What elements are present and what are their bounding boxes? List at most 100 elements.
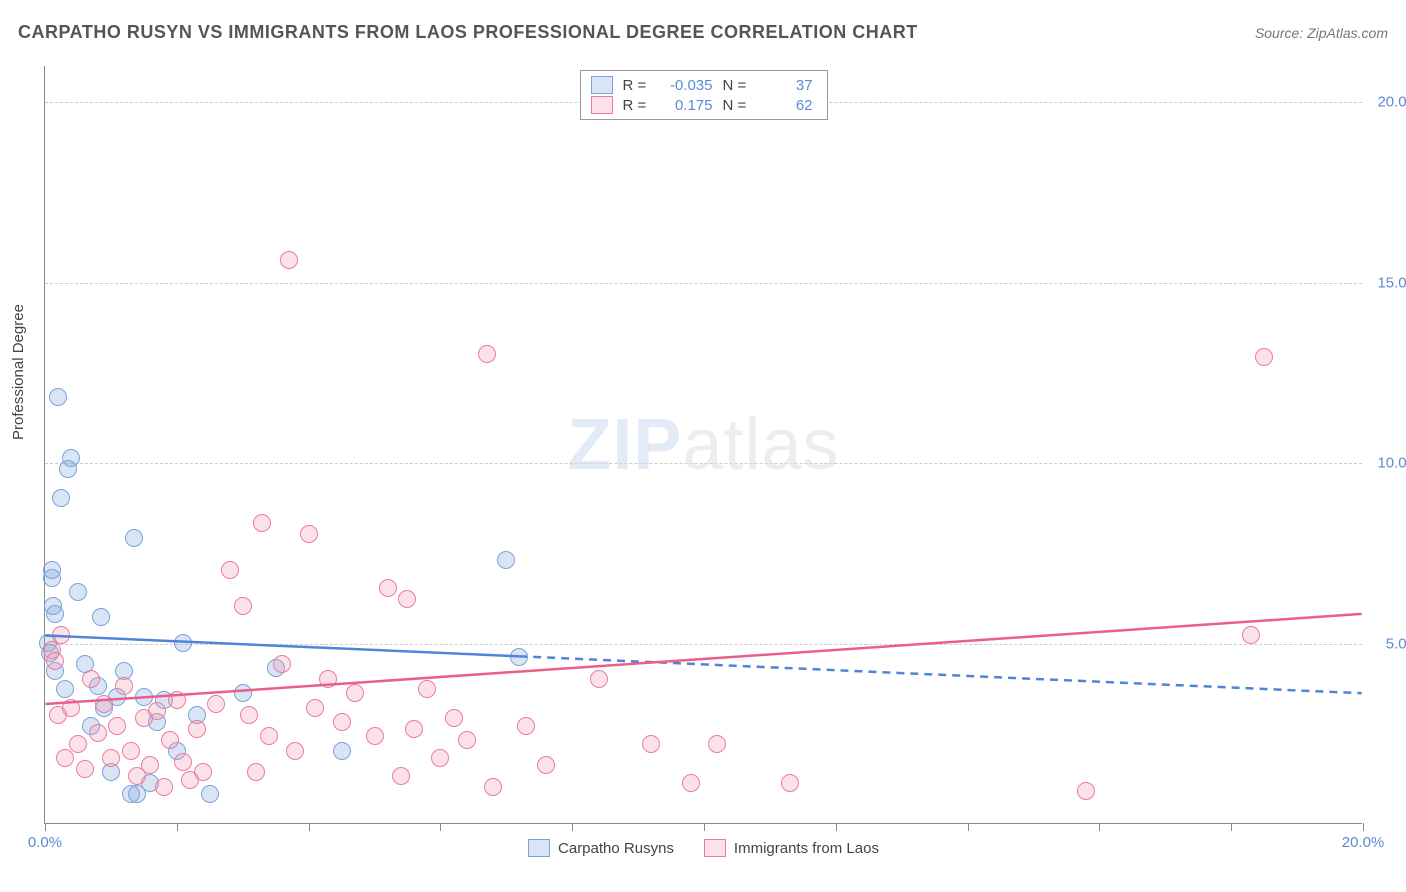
- point-series-2: [682, 774, 700, 792]
- point-series-1: [234, 684, 252, 702]
- point-series-1: [333, 742, 351, 760]
- point-series-2: [141, 756, 159, 774]
- chart-container: CARPATHO RUSYN VS IMMIGRANTS FROM LAOS P…: [0, 0, 1406, 892]
- point-series-2: [366, 727, 384, 745]
- point-series-2: [431, 749, 449, 767]
- point-series-2: [108, 717, 126, 735]
- swatch-series-2-bottom: [704, 839, 726, 857]
- point-series-2: [379, 579, 397, 597]
- x-tick: [45, 823, 46, 831]
- point-series-2: [392, 767, 410, 785]
- point-series-1: [510, 648, 528, 666]
- y-tick-label: 10.0%: [1377, 455, 1406, 472]
- point-series-2: [155, 778, 173, 796]
- point-series-1: [49, 388, 67, 406]
- y-axis-label: Professional Degree: [10, 304, 27, 440]
- point-series-2: [89, 724, 107, 742]
- correlation-legend: R = -0.035 N = 37 R = 0.175 N = 62: [580, 70, 828, 120]
- point-series-1: [52, 489, 70, 507]
- gridline: [45, 463, 1362, 464]
- point-series-1: [69, 583, 87, 601]
- x-tick: [836, 823, 837, 831]
- x-tick: [1099, 823, 1100, 831]
- point-series-2: [517, 717, 535, 735]
- point-series-2: [781, 774, 799, 792]
- point-series-2: [76, 760, 94, 778]
- point-series-2: [1255, 348, 1273, 366]
- x-tick: [177, 823, 178, 831]
- point-series-1: [497, 551, 515, 569]
- point-series-1: [46, 605, 64, 623]
- point-series-2: [46, 652, 64, 670]
- point-series-2: [418, 680, 436, 698]
- point-series-2: [405, 720, 423, 738]
- point-series-2: [95, 695, 113, 713]
- point-series-2: [161, 731, 179, 749]
- point-series-2: [484, 778, 502, 796]
- point-series-2: [69, 735, 87, 753]
- point-series-2: [102, 749, 120, 767]
- point-series-2: [221, 561, 239, 579]
- x-tick: [440, 823, 441, 831]
- point-series-2: [280, 251, 298, 269]
- chart-title: CARPATHO RUSYN VS IMMIGRANTS FROM LAOS P…: [18, 22, 918, 43]
- point-series-2: [52, 626, 70, 644]
- x-tick: [704, 823, 705, 831]
- point-series-2: [286, 742, 304, 760]
- point-series-2: [62, 699, 80, 717]
- series-legend: Carpatho Rusyns Immigrants from Laos: [45, 839, 1362, 857]
- x-tick: [1363, 823, 1364, 831]
- legend-row-series-2: R = 0.175 N = 62: [591, 95, 813, 115]
- point-series-2: [82, 670, 100, 688]
- swatch-series-1: [591, 76, 613, 94]
- point-series-2: [273, 655, 291, 673]
- point-series-2: [642, 735, 660, 753]
- point-series-2: [708, 735, 726, 753]
- source-label: Source: ZipAtlas.com: [1255, 25, 1388, 41]
- point-series-2: [398, 590, 416, 608]
- y-tick-label: 5.0%: [1386, 635, 1406, 652]
- point-series-2: [148, 702, 166, 720]
- point-series-1: [135, 688, 153, 706]
- swatch-series-1-bottom: [528, 839, 550, 857]
- point-series-1: [125, 529, 143, 547]
- x-tick-label: 20.0%: [1342, 834, 1385, 851]
- point-series-1: [92, 608, 110, 626]
- point-series-2: [240, 706, 258, 724]
- x-tick: [1231, 823, 1232, 831]
- watermark: ZIPatlas: [567, 404, 839, 486]
- point-series-1: [174, 634, 192, 652]
- point-series-2: [168, 691, 186, 709]
- point-series-2: [346, 684, 364, 702]
- point-series-2: [174, 753, 192, 771]
- x-tick: [572, 823, 573, 831]
- point-series-2: [253, 514, 271, 532]
- plot-area: ZIPatlas R = -0.035 N = 37 R = 0.175 N =…: [44, 66, 1362, 824]
- point-series-2: [188, 720, 206, 738]
- point-series-2: [122, 742, 140, 760]
- point-series-2: [445, 709, 463, 727]
- legend-item-series-2: Immigrants from Laos: [704, 839, 879, 857]
- point-series-2: [234, 597, 252, 615]
- y-tick-label: 20.0%: [1377, 94, 1406, 111]
- trend-line: [519, 656, 1361, 693]
- point-series-2: [590, 670, 608, 688]
- point-series-2: [458, 731, 476, 749]
- gridline: [45, 644, 1362, 645]
- x-tick-label: 0.0%: [28, 834, 62, 851]
- x-tick: [309, 823, 310, 831]
- legend-item-series-1: Carpatho Rusyns: [528, 839, 674, 857]
- swatch-series-2: [591, 96, 613, 114]
- point-series-2: [333, 713, 351, 731]
- y-tick-label: 15.0%: [1377, 274, 1406, 291]
- point-series-1: [201, 785, 219, 803]
- gridline: [45, 283, 1362, 284]
- x-tick: [968, 823, 969, 831]
- point-series-1: [56, 680, 74, 698]
- point-series-2: [1242, 626, 1260, 644]
- point-series-1: [62, 449, 80, 467]
- legend-row-series-1: R = -0.035 N = 37: [591, 75, 813, 95]
- point-series-2: [207, 695, 225, 713]
- point-series-2: [1077, 782, 1095, 800]
- point-series-2: [306, 699, 324, 717]
